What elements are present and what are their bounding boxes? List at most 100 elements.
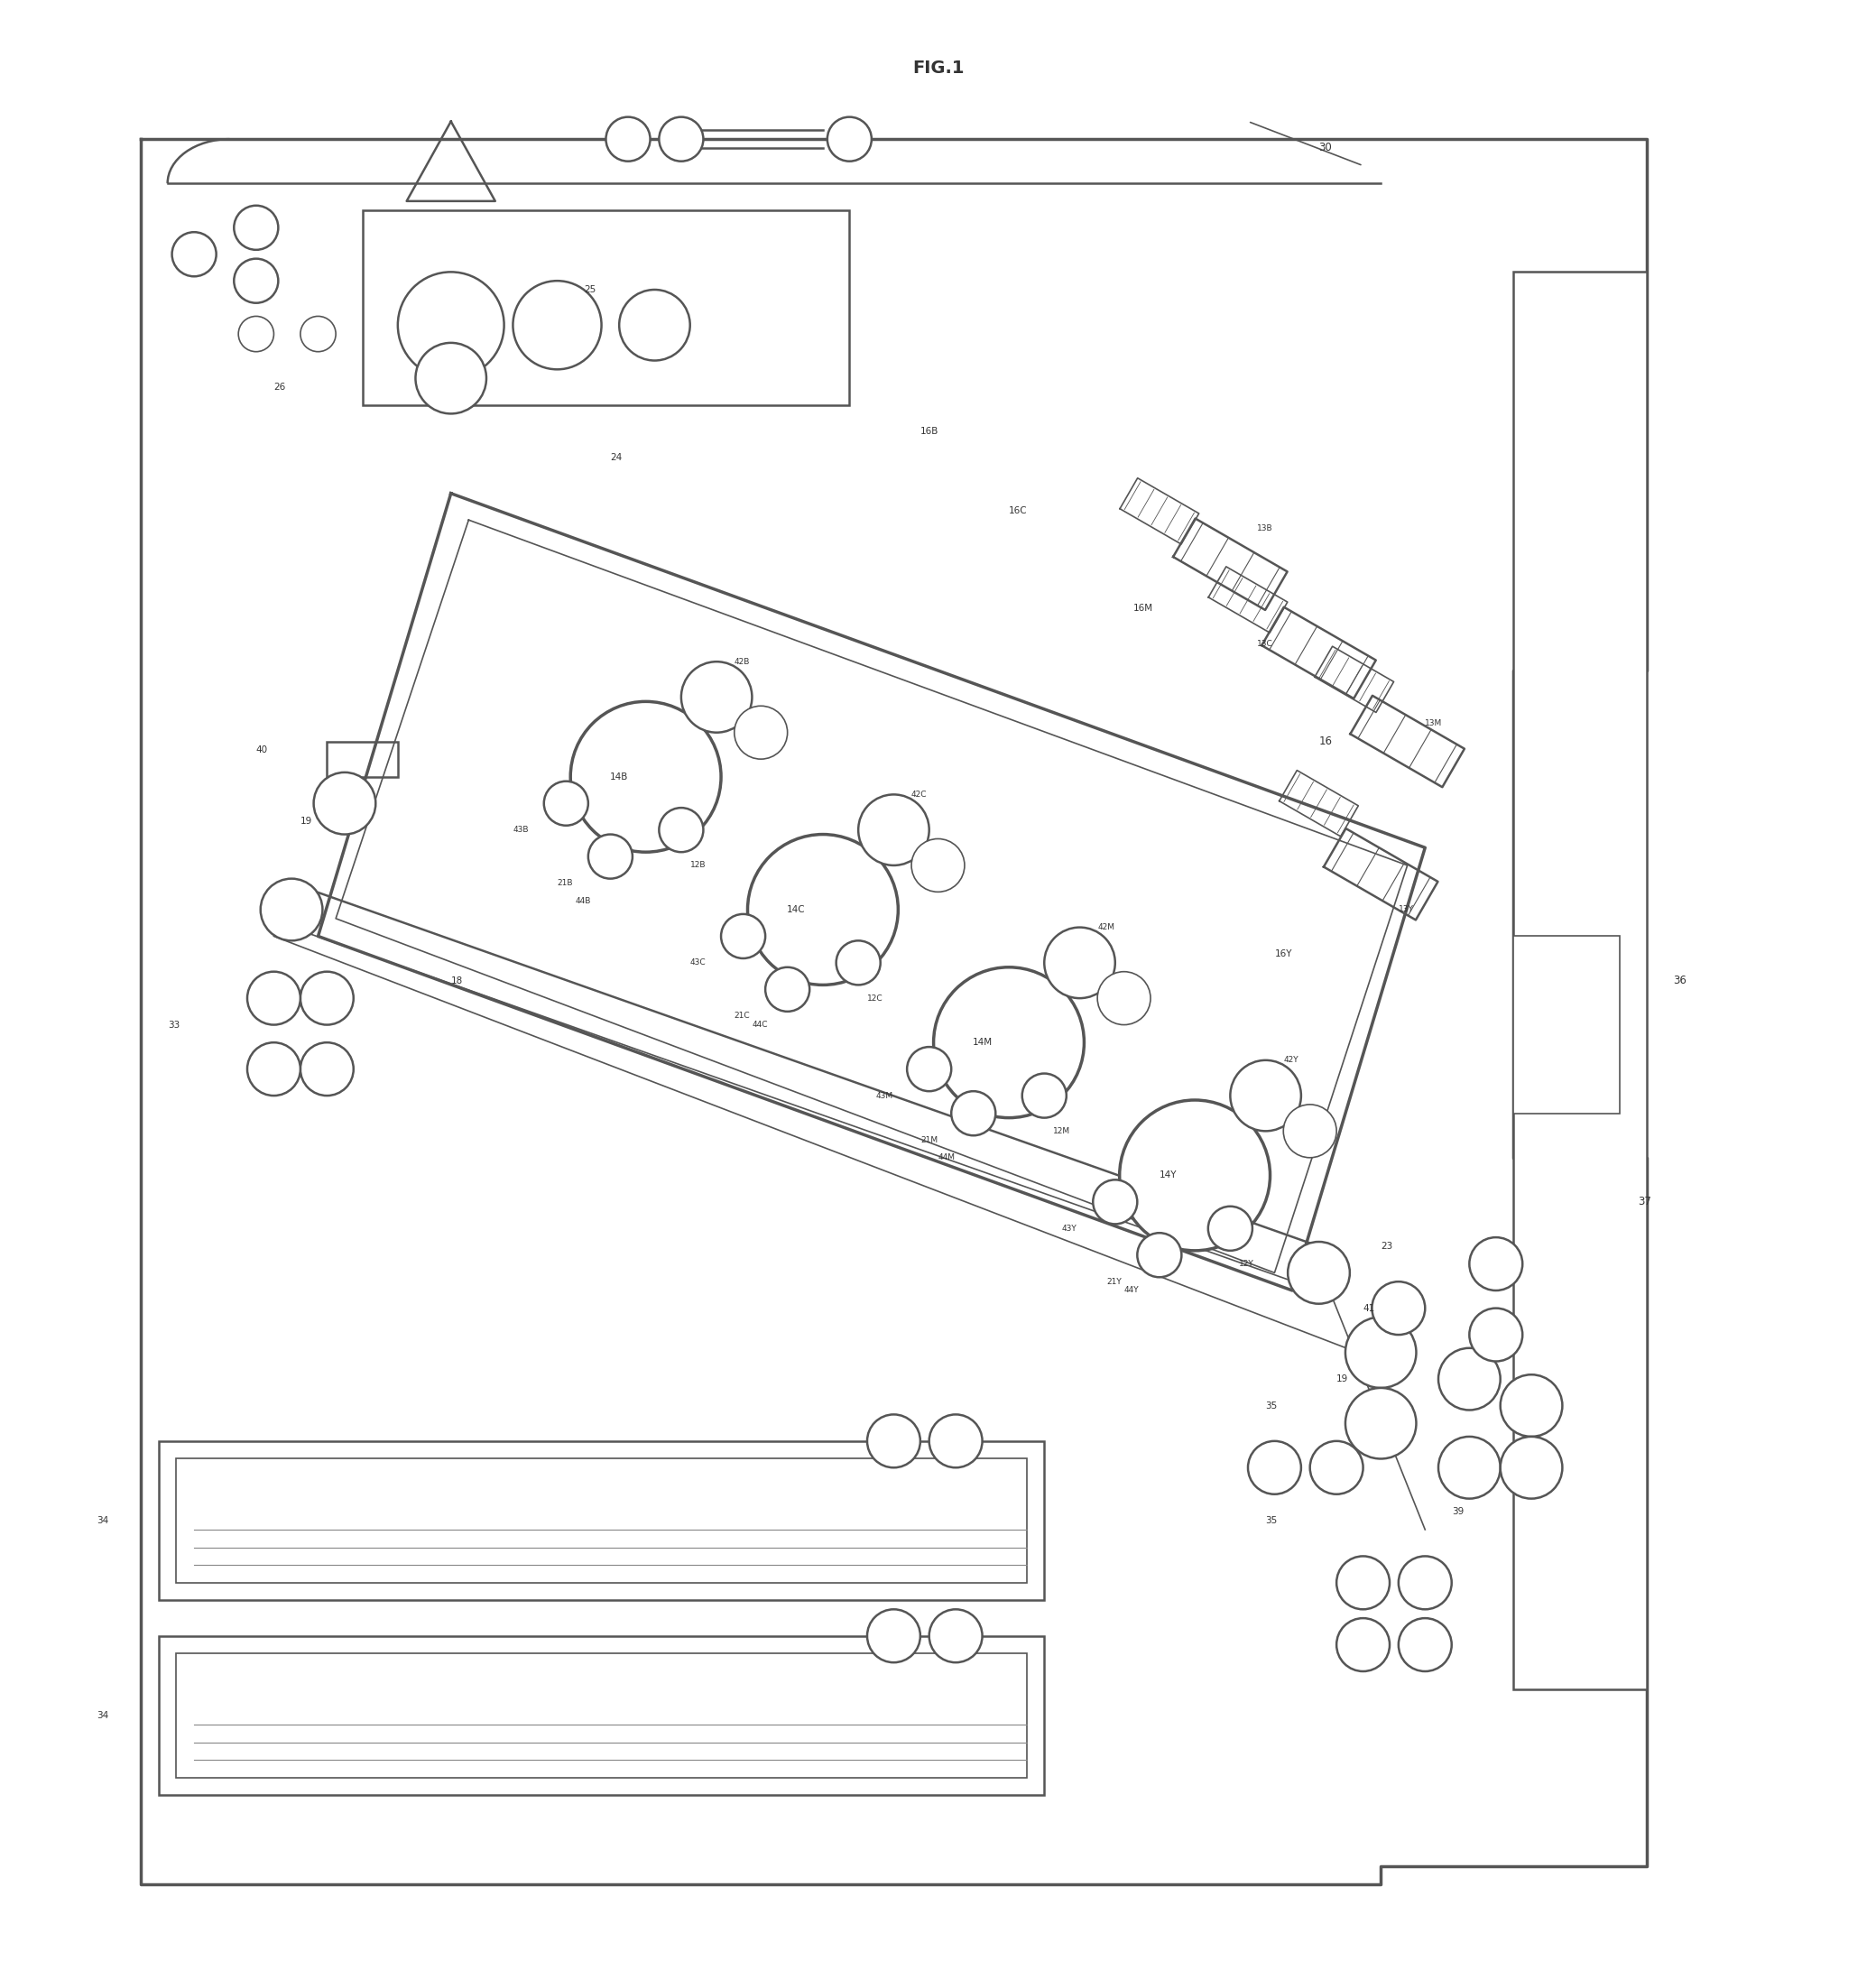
Bar xyxy=(176,1459,1026,1583)
Circle shape xyxy=(1345,1388,1416,1459)
Circle shape xyxy=(238,316,274,351)
Text: 14B: 14B xyxy=(610,773,628,780)
Text: 25: 25 xyxy=(583,284,597,294)
Circle shape xyxy=(720,914,765,959)
Text: 21M: 21M xyxy=(921,1135,938,1143)
Text: 40: 40 xyxy=(257,745,268,755)
Circle shape xyxy=(1469,1237,1523,1290)
Text: 13M: 13M xyxy=(1426,720,1443,728)
Circle shape xyxy=(1231,1061,1302,1131)
Bar xyxy=(362,210,850,404)
Text: 39: 39 xyxy=(1452,1508,1463,1516)
Circle shape xyxy=(1248,1441,1302,1494)
Circle shape xyxy=(1120,1100,1270,1251)
Text: 12Y: 12Y xyxy=(1240,1259,1255,1269)
Text: 42M: 42M xyxy=(1097,924,1114,931)
Circle shape xyxy=(619,290,690,361)
Text: 16: 16 xyxy=(1319,735,1332,747)
Text: 14M: 14M xyxy=(972,1037,992,1047)
Text: 19: 19 xyxy=(300,816,311,826)
Circle shape xyxy=(1094,1181,1137,1224)
Text: 12C: 12C xyxy=(867,994,884,1002)
Text: 36: 36 xyxy=(1673,975,1687,986)
Circle shape xyxy=(248,1043,300,1096)
Circle shape xyxy=(1398,1618,1452,1671)
Text: 44C: 44C xyxy=(752,1022,767,1030)
Circle shape xyxy=(300,316,336,351)
Bar xyxy=(176,1653,1026,1777)
Text: 44M: 44M xyxy=(938,1153,955,1161)
Circle shape xyxy=(261,879,323,941)
Text: 37: 37 xyxy=(1638,1196,1651,1208)
Bar xyxy=(159,1635,1045,1796)
Text: 12M: 12M xyxy=(1052,1128,1071,1135)
Text: 43C: 43C xyxy=(690,959,705,967)
Text: 34: 34 xyxy=(98,1712,109,1720)
Circle shape xyxy=(398,273,505,378)
Text: 43Y: 43Y xyxy=(1062,1224,1077,1233)
Circle shape xyxy=(1336,1557,1390,1610)
Circle shape xyxy=(749,833,899,984)
Text: 12B: 12B xyxy=(690,861,705,869)
Circle shape xyxy=(867,1414,921,1467)
Text: 35: 35 xyxy=(1266,1516,1278,1526)
Circle shape xyxy=(248,971,300,1026)
Circle shape xyxy=(1097,971,1150,1026)
Circle shape xyxy=(1022,1073,1066,1118)
Bar xyxy=(1514,935,1619,1114)
Text: 44Y: 44Y xyxy=(1124,1286,1139,1294)
Circle shape xyxy=(1336,1618,1390,1671)
Circle shape xyxy=(827,118,872,161)
Text: 35: 35 xyxy=(1266,1400,1278,1410)
Circle shape xyxy=(570,702,720,853)
Circle shape xyxy=(1309,1441,1364,1494)
Text: 21Y: 21Y xyxy=(1107,1277,1122,1286)
Circle shape xyxy=(859,794,929,865)
Text: 14C: 14C xyxy=(788,906,805,914)
Circle shape xyxy=(929,1414,983,1467)
Text: 34: 34 xyxy=(98,1516,109,1526)
Text: 42C: 42C xyxy=(912,790,927,798)
Circle shape xyxy=(606,118,651,161)
Circle shape xyxy=(837,941,880,984)
Text: 13Y: 13Y xyxy=(1398,906,1415,914)
Circle shape xyxy=(912,839,964,892)
Text: 42B: 42B xyxy=(734,657,750,665)
Circle shape xyxy=(951,1090,996,1135)
Bar xyxy=(326,741,398,777)
Text: 30: 30 xyxy=(1319,141,1332,153)
Text: 44B: 44B xyxy=(574,896,591,904)
Text: 19: 19 xyxy=(1336,1375,1349,1384)
Circle shape xyxy=(1398,1557,1452,1610)
Circle shape xyxy=(929,1610,983,1663)
Circle shape xyxy=(1501,1375,1563,1437)
Text: 16Y: 16Y xyxy=(1274,949,1293,959)
Text: FIG.1: FIG.1 xyxy=(912,59,964,76)
Text: 13B: 13B xyxy=(1257,526,1272,533)
Circle shape xyxy=(1501,1437,1563,1498)
Circle shape xyxy=(1469,1308,1523,1361)
Circle shape xyxy=(512,280,602,369)
Circle shape xyxy=(1439,1437,1501,1498)
Circle shape xyxy=(1137,1233,1182,1277)
Circle shape xyxy=(658,808,704,853)
Circle shape xyxy=(1345,1318,1416,1388)
Text: 14Y: 14Y xyxy=(1159,1171,1176,1181)
Text: 13C: 13C xyxy=(1257,639,1272,647)
Bar xyxy=(1514,273,1647,1688)
Circle shape xyxy=(300,1043,353,1096)
Text: 16B: 16B xyxy=(921,427,938,435)
Circle shape xyxy=(658,118,704,161)
Circle shape xyxy=(906,1047,951,1090)
Text: 23: 23 xyxy=(1381,1241,1392,1251)
Text: 18: 18 xyxy=(450,977,463,984)
Circle shape xyxy=(867,1610,921,1663)
Text: 24: 24 xyxy=(610,453,623,463)
Text: 16C: 16C xyxy=(1009,506,1028,516)
Text: 41: 41 xyxy=(1364,1304,1375,1312)
Circle shape xyxy=(734,706,788,759)
Circle shape xyxy=(1371,1282,1426,1335)
Circle shape xyxy=(234,206,278,249)
Text: 26: 26 xyxy=(274,382,285,392)
Circle shape xyxy=(313,773,375,833)
